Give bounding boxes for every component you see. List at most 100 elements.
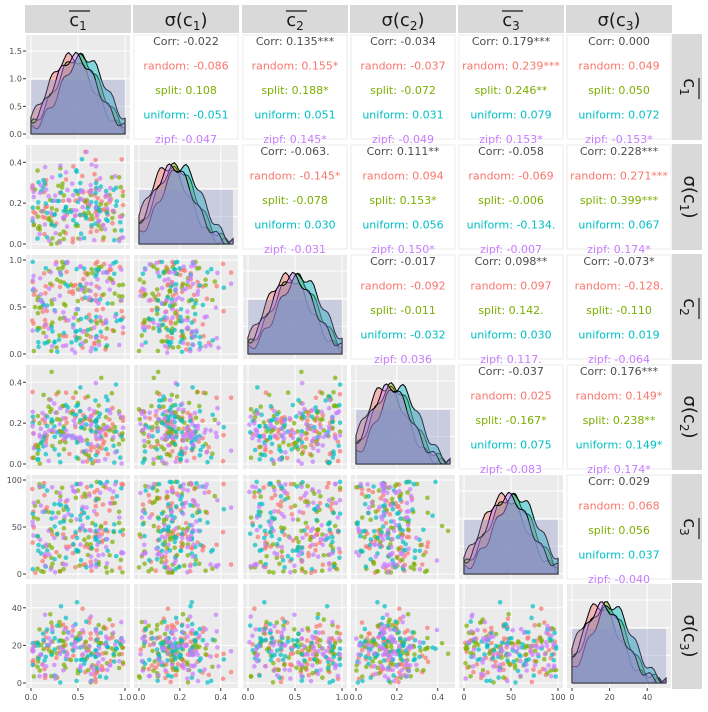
- point-split: [90, 216, 95, 222]
- point-split: [73, 390, 79, 395]
- point-zipf: [93, 380, 99, 386]
- point-uniform: [140, 271, 146, 277]
- corr-random: random: -0.092: [360, 280, 445, 293]
- point-split: [75, 298, 81, 304]
- corr-random: random: -0.128.: [575, 280, 664, 293]
- point-zipf: [386, 570, 391, 575]
- point-split: [104, 570, 110, 575]
- point-zipf: [288, 676, 293, 681]
- point-zipf: [30, 424, 35, 429]
- point-uniform: [50, 510, 55, 515]
- point-uniform: [103, 188, 109, 194]
- point-split: [86, 453, 91, 458]
- y-tick-label: 0.5: [9, 303, 22, 312]
- point-zipf: [406, 546, 412, 552]
- point-uniform: [156, 403, 162, 409]
- point-random: [30, 486, 35, 492]
- point-zipf: [108, 500, 113, 506]
- point-split: [57, 439, 63, 445]
- point-zipf: [100, 657, 106, 662]
- point-split: [86, 210, 91, 216]
- point-uniform: [154, 647, 160, 652]
- point-uniform: [331, 564, 337, 569]
- corr-split: split: -0.078: [262, 194, 328, 207]
- corr-uniform: uniform: 0.149*: [576, 439, 663, 452]
- point-zipf: [384, 533, 389, 538]
- point-uniform: [200, 444, 206, 449]
- point-uniform: [112, 659, 117, 664]
- point-zipf: [46, 326, 51, 331]
- point-split: [89, 266, 94, 272]
- point-uniform: [150, 434, 155, 439]
- density-split: [30, 52, 126, 135]
- point-split: [94, 321, 100, 326]
- point-zipf: [337, 433, 343, 438]
- panel-r2-c0: [26, 255, 130, 359]
- point-split: [118, 557, 124, 563]
- point-uniform: [280, 657, 286, 663]
- point-zipf: [544, 630, 549, 636]
- point-zipf: [164, 422, 170, 427]
- point-zipf: [37, 652, 43, 658]
- point-uniform: [366, 494, 371, 499]
- point-uniform: [296, 644, 301, 650]
- point-zipf: [162, 433, 168, 438]
- point-split: [110, 301, 115, 306]
- point-uniform: [526, 630, 531, 635]
- x-tick-label: 100: [550, 693, 565, 702]
- corr-split: split: -0.072: [370, 84, 436, 97]
- point-zipf: [326, 561, 332, 566]
- point-uniform: [330, 539, 335, 545]
- point-split: [48, 281, 53, 287]
- point-uniform: [337, 402, 342, 408]
- point-split: [174, 394, 180, 399]
- point-split: [90, 270, 95, 276]
- point-zipf: [388, 485, 393, 490]
- point-zipf: [305, 426, 310, 432]
- point-uniform: [78, 417, 83, 423]
- point-uniform: [268, 510, 273, 515]
- point-random: [95, 196, 101, 201]
- point-uniform: [247, 531, 253, 537]
- point-zipf: [336, 546, 342, 552]
- point-zipf: [382, 511, 387, 517]
- point-uniform: [187, 418, 193, 424]
- point-split: [203, 652, 208, 657]
- point-zipf: [146, 673, 152, 679]
- point-uniform: [52, 223, 57, 229]
- point-zipf: [268, 628, 273, 633]
- point-split: [319, 390, 325, 396]
- point-zipf: [310, 542, 315, 547]
- point-uniform: [104, 343, 110, 348]
- point-random: [405, 550, 410, 556]
- point-uniform: [412, 656, 418, 662]
- point-split: [103, 650, 109, 656]
- point-uniform: [113, 203, 119, 208]
- point-uniform: [188, 502, 193, 508]
- point-zipf: [164, 489, 170, 495]
- point-zipf: [80, 459, 86, 465]
- point-zipf: [88, 614, 94, 619]
- point-zipf: [398, 673, 404, 678]
- corr-overall: Corr: 0.179***: [472, 35, 551, 48]
- point-uniform: [549, 652, 555, 658]
- point-zipf: [406, 636, 412, 641]
- point-random: [92, 340, 97, 346]
- point-zipf: [164, 298, 169, 303]
- point-zipf: [214, 335, 219, 341]
- x-tick-label: 0.2: [391, 693, 404, 702]
- point-random: [378, 496, 384, 501]
- point-zipf: [189, 264, 194, 269]
- point-random: [60, 198, 66, 204]
- point-uniform: [247, 430, 253, 435]
- point-uniform: [380, 615, 386, 621]
- point-zipf: [195, 292, 200, 297]
- point-zipf: [181, 264, 186, 270]
- point-random: [387, 512, 393, 517]
- point-split: [137, 277, 143, 282]
- panel-r1-c2: Corr: -0.063.random: -0.145*split: -0.07…: [242, 144, 348, 256]
- point-split: [414, 667, 420, 673]
- column-header-mc2: c2: [242, 5, 348, 33]
